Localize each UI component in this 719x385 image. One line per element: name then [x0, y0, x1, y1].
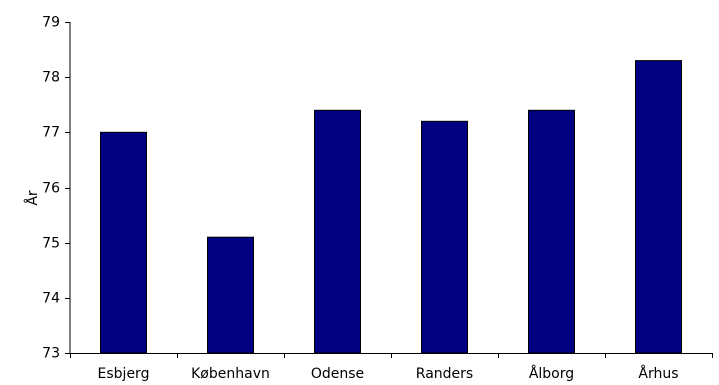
x-tick-label: Århus: [638, 365, 678, 382]
y-axis-title: År: [24, 190, 41, 206]
bars: [100, 60, 682, 354]
bar-københavn: [207, 236, 254, 354]
y-tick-label: 73: [42, 346, 60, 362]
x-tick-label: København: [191, 366, 270, 382]
y-tick-label: 79: [42, 15, 60, 31]
y-tick-label: 77: [42, 125, 60, 141]
y-tick-label: 78: [42, 70, 60, 86]
x-tick-label: Randers: [416, 366, 473, 382]
x-tick-label: Ålborg: [529, 365, 574, 382]
bar-århus: [635, 60, 682, 354]
bar-esbjerg: [100, 131, 147, 354]
bar-randers: [421, 120, 468, 354]
x-tick-label: Esbjerg: [98, 366, 150, 382]
y-tick-label: 75: [42, 236, 60, 252]
y-axis: 73 74 75 76 77 78 79: [42, 15, 71, 362]
x-axis: [70, 353, 713, 358]
bar-ålborg: [528, 109, 575, 354]
y-tick-label: 76: [42, 181, 60, 197]
y-tick-label: 74: [42, 291, 60, 307]
bar-odense: [314, 109, 361, 354]
x-tick-labels: Esbjerg København Odense Randers Ålborg Århus: [98, 365, 679, 382]
x-tick-label: Odense: [311, 366, 364, 382]
